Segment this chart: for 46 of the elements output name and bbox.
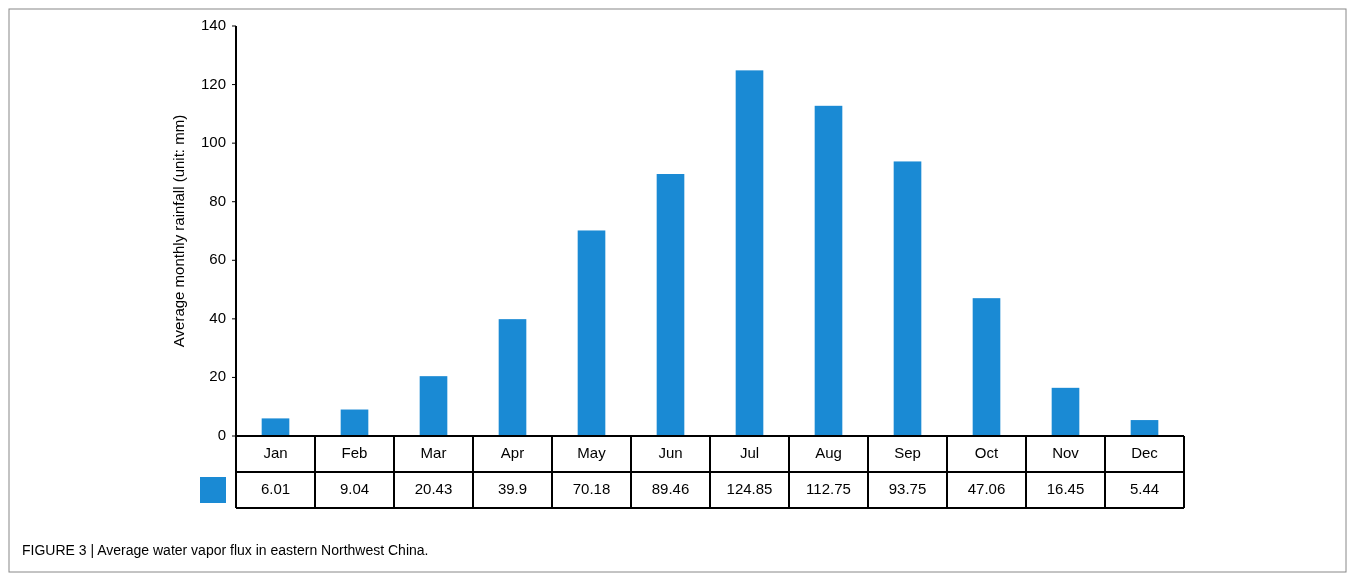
y-tick-label: 80: [209, 191, 226, 209]
data-label: 93.75: [888, 479, 927, 497]
y-axis-title: Average monthly rainfall (unit: mm): [170, 114, 187, 348]
bar: [814, 105, 843, 436]
bar: [735, 70, 764, 436]
bar: [577, 230, 606, 436]
data-label: 89.46: [651, 479, 690, 497]
y-tick-label: 140: [200, 15, 226, 33]
bar: [419, 376, 448, 436]
x-tick-label: Jul: [739, 443, 760, 461]
y-tick-label: 20: [209, 367, 226, 385]
x-tick-label: Dec: [1131, 443, 1159, 461]
bar: [261, 418, 290, 436]
data-label: 70.18: [572, 479, 611, 497]
data-label: 5.44: [1129, 479, 1160, 497]
y-tick-label: 60: [209, 250, 226, 268]
x-tick-label: Oct: [974, 443, 999, 461]
x-tick-label: May: [577, 443, 607, 461]
bar: [498, 319, 527, 436]
bar: [972, 298, 1001, 436]
data-label: 112.75: [806, 479, 851, 497]
y-tick-label: 100: [200, 133, 226, 151]
bar: [1130, 420, 1159, 436]
x-tick-label: Jan: [263, 443, 288, 461]
y-tick-label: 40: [209, 308, 226, 326]
data-label: 20.43: [414, 479, 453, 497]
bar: [656, 174, 685, 436]
bar: [1051, 387, 1080, 436]
bar: [893, 161, 922, 436]
data-label: 9.04: [339, 479, 370, 497]
x-tick-label: Jun: [658, 443, 683, 461]
bar: [340, 409, 369, 436]
x-tick-label: Apr: [500, 443, 525, 461]
y-tick-label: 0: [217, 425, 226, 443]
data-label: 47.06: [967, 479, 1006, 497]
x-tick-label: Feb: [341, 443, 368, 461]
data-label: 39.9: [497, 479, 528, 497]
caption: FIGURE 3 | Average water vapor flux in eastern Northwest China.: [22, 542, 429, 558]
x-tick-label: Sep: [894, 443, 921, 461]
data-label: 16.45: [1046, 479, 1085, 497]
data-label: 6.01: [260, 479, 291, 497]
y-tick-label: 120: [200, 74, 226, 92]
x-tick-label: Aug: [815, 443, 842, 461]
x-tick-label: Nov: [1052, 443, 1080, 461]
x-tick-label: Mar: [420, 443, 447, 461]
data-label: 124.85: [726, 479, 773, 497]
